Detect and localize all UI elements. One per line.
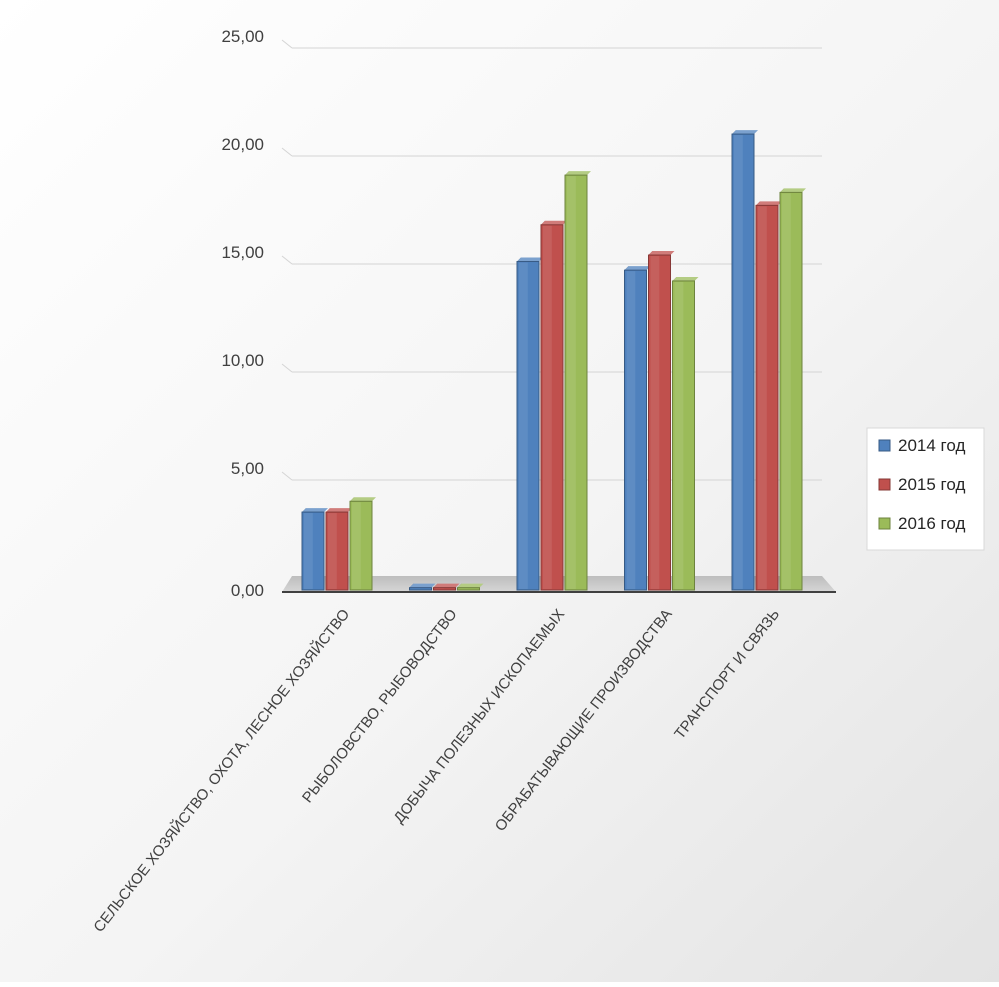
bar-top: [649, 251, 675, 255]
legend-swatch: [879, 440, 890, 451]
bar-top: [326, 508, 352, 512]
bar: [326, 508, 352, 590]
legend-label: 2015 год: [898, 475, 965, 494]
bar-top: [673, 277, 699, 281]
bar-highlight: [328, 513, 337, 589]
legend-label: 2016 год: [898, 514, 965, 533]
y-tick-label: 20,00: [221, 135, 264, 154]
bar-top: [517, 258, 543, 262]
bar: [410, 584, 436, 590]
bar-highlight: [543, 226, 552, 589]
bar-top: [458, 584, 484, 588]
legend: 2014 год 2015 год 2016 год: [867, 428, 984, 550]
bar: [756, 201, 782, 590]
bar: [625, 266, 651, 590]
bar-top: [350, 497, 376, 501]
bar-top: [410, 584, 436, 588]
bar: [649, 251, 675, 590]
bar-highlight: [627, 271, 636, 589]
bar: [732, 130, 758, 590]
bar-top: [565, 171, 591, 175]
bar: [780, 188, 806, 590]
y-tick-label: 5,00: [231, 459, 264, 478]
bar: [541, 221, 567, 590]
bar-top: [756, 201, 782, 205]
bar-highlight: [567, 176, 576, 589]
bar: [458, 584, 484, 590]
bar-top: [302, 508, 328, 512]
y-tick-label: 15,00: [221, 243, 264, 262]
y-tick-label: 10,00: [221, 351, 264, 370]
legend-swatch: [879, 518, 890, 529]
bar-top: [434, 584, 460, 588]
bar-highlight: [352, 502, 361, 589]
bar-highlight: [519, 263, 528, 589]
y-tick-label: 0,00: [231, 581, 264, 600]
bar: [434, 584, 460, 590]
legend-swatch: [879, 479, 890, 490]
bar-highlight: [734, 135, 743, 589]
bar-top: [780, 188, 806, 192]
bar: [517, 258, 543, 590]
bar-top: [625, 266, 651, 270]
bar: [565, 171, 591, 590]
bar: [350, 497, 376, 590]
legend-label: 2014 год: [898, 436, 965, 455]
bar-highlight: [782, 193, 791, 589]
y-tick-label: 25,00: [221, 27, 264, 46]
bar: [302, 508, 328, 590]
bar-top: [732, 130, 758, 134]
bar-top: [541, 221, 567, 225]
bar-highlight: [675, 282, 684, 589]
bar: [673, 277, 699, 590]
bar-highlight: [758, 206, 767, 589]
bar-highlight: [304, 513, 313, 589]
bar-highlight: [651, 256, 660, 589]
